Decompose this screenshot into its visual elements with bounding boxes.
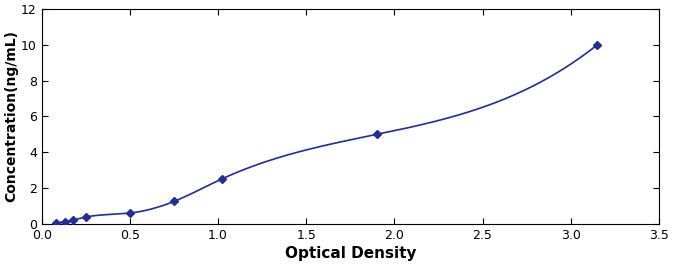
Y-axis label: Concentration(ng/mL): Concentration(ng/mL): [4, 30, 18, 202]
X-axis label: Optical Density: Optical Density: [285, 246, 416, 261]
